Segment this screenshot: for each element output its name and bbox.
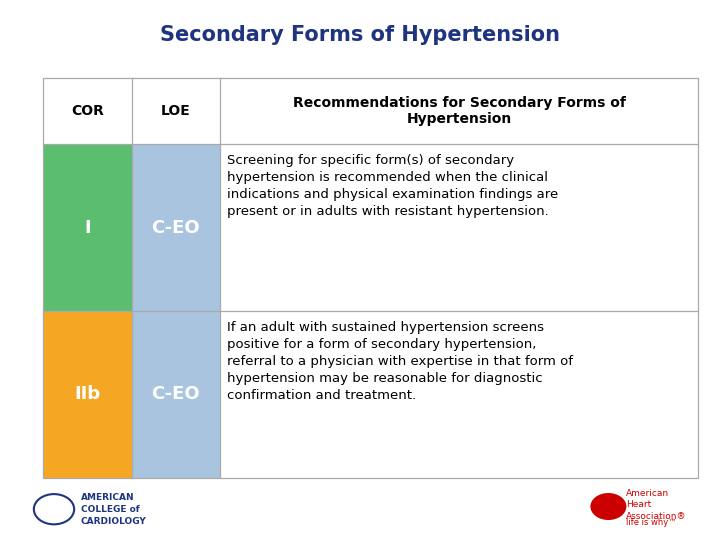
Text: LOE: LOE [161,104,191,118]
Bar [132,144,220,311]
Text: Recommendations for Secondary Forms of
Hypertension: Recommendations for Secondary Forms of H… [293,96,626,126]
Bar [43,311,132,478]
Text: American
Heart
Association®: American Heart Association® [626,489,687,521]
Text: I: I [84,219,91,237]
Bar [220,311,698,478]
Text: COR: COR [71,104,104,118]
Bar [220,144,698,311]
Text: life is why™: life is why™ [626,518,677,527]
Bar [43,78,698,478]
Bar [132,78,220,144]
Text: AMERICAN
COLLEGE of
CARDIOLOGY: AMERICAN COLLEGE of CARDIOLOGY [81,493,146,525]
Text: C-EO: C-EO [152,386,200,403]
Text: Screening for specific form(s) of secondary
hypertension is recommended when the: Screening for specific form(s) of second… [228,154,559,218]
Text: Secondary Forms of Hypertension: Secondary Forms of Hypertension [160,25,560,45]
Circle shape [590,493,626,520]
Text: IIb: IIb [74,386,101,403]
Bar [43,144,132,311]
Text: C-EO: C-EO [152,219,200,237]
Text: If an adult with sustained hypertension screens
positive for a form of secondary: If an adult with sustained hypertension … [228,321,573,402]
Bar [132,311,220,478]
Bar [220,78,698,144]
Bar [43,78,132,144]
